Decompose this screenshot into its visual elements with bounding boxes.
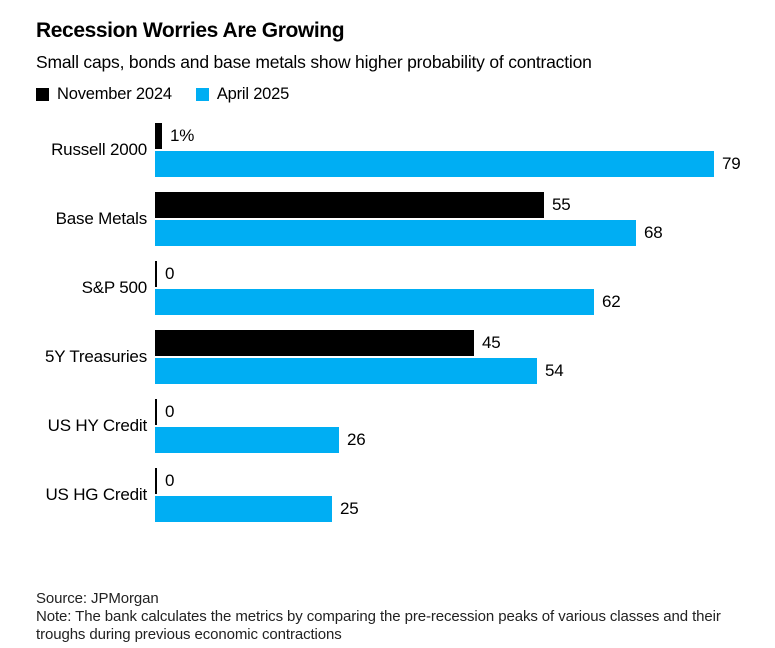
chart-title: Recession Worries Are Growing xyxy=(36,19,345,42)
bar-line-april-2025: 26 xyxy=(155,427,739,453)
bar-group: 0 25 xyxy=(155,468,739,522)
bar-value-label: 79 xyxy=(722,154,741,173)
legend-swatch-april-2025 xyxy=(195,88,209,101)
bar-group: 1% 79 xyxy=(155,123,741,177)
bar-line-november-2024: 1% xyxy=(155,123,739,149)
legend-item-april-2025: April 2025 xyxy=(195,85,290,104)
bar-april-2025 xyxy=(155,151,714,177)
legend: November 2024 April 2025 xyxy=(36,85,739,104)
bar-april-2025 xyxy=(155,289,594,315)
bar-value-label: 45 xyxy=(482,333,501,352)
legend-label: November 2024 xyxy=(57,85,172,103)
category-label: Russell 2000 xyxy=(51,140,147,159)
bar-value-label: 68 xyxy=(644,223,663,242)
bar-value-label: 54 xyxy=(545,361,564,380)
bar-april-2025 xyxy=(155,496,332,522)
bar-november-2024 xyxy=(155,399,157,425)
bar-april-2025 xyxy=(155,427,339,453)
bar-value-label: 1% xyxy=(170,126,195,145)
bar-line-april-2025: 54 xyxy=(155,358,739,384)
bar-line-november-2024: 0 xyxy=(155,399,739,425)
source-text: Source: JPMorgan xyxy=(36,590,159,607)
category-label: S&P 500 xyxy=(81,278,148,297)
category-label: US HG Credit xyxy=(45,485,147,504)
bar-november-2024 xyxy=(155,330,474,356)
chart-subtitle: Small caps, bonds and base metals show h… xyxy=(36,52,592,72)
bar-line-november-2024: 55 xyxy=(155,192,739,218)
chart-row-base-metals: Base Metals 55 68 xyxy=(36,192,739,246)
bar-value-label: 0 xyxy=(165,264,175,283)
bar-november-2024 xyxy=(155,261,157,287)
bar-line-november-2024: 45 xyxy=(155,330,739,356)
bar-line-april-2025: 62 xyxy=(155,289,739,315)
bar-group: 0 26 xyxy=(155,399,739,453)
bar-group: 55 68 xyxy=(155,192,739,246)
note-text: Note: The bank calculates the metrics by… xyxy=(36,608,721,643)
legend-label: April 2025 xyxy=(216,85,290,103)
bar-value-label: 0 xyxy=(165,402,175,421)
bar-line-april-2025: 25 xyxy=(155,496,739,522)
chart-row-5y-treasuries: 5Y Treasuries 45 54 xyxy=(36,330,739,384)
bar-line-november-2024: 0 xyxy=(155,261,739,287)
bar-april-2025 xyxy=(155,358,537,384)
chart-footer: Source: JPMorgan Note: The bank calculat… xyxy=(36,590,739,644)
bar-group: 45 54 xyxy=(155,330,739,384)
chart-row-s-p-500: S&P 500 0 62 xyxy=(36,261,739,315)
bar-line-april-2025: 68 xyxy=(155,220,739,246)
bar-november-2024 xyxy=(155,192,544,218)
bar-chart: Russell 2000 1% 79 Base Metals 55 68 S&P 500 0 6… xyxy=(36,123,741,522)
bar-group: 0 62 xyxy=(155,261,739,315)
bar-november-2024 xyxy=(155,123,162,149)
legend-item-november-2024: November 2024 xyxy=(36,85,172,104)
bar-value-label: 25 xyxy=(340,499,359,518)
bar-value-label: 0 xyxy=(165,471,175,490)
chart-row-russell-2000: Russell 2000 1% 79 xyxy=(36,123,741,177)
chart-row-us-hy-credit: US HY Credit 0 26 xyxy=(36,399,739,453)
bar-value-label: 26 xyxy=(347,430,366,449)
bar-value-label: 55 xyxy=(552,195,571,214)
chart-row-us-hg-credit: US HG Credit 0 25 xyxy=(36,468,739,522)
bar-line-november-2024: 0 xyxy=(155,468,739,494)
bar-value-label: 62 xyxy=(602,292,621,311)
bar-line-april-2025: 79 xyxy=(155,151,741,177)
bar-november-2024 xyxy=(155,468,157,494)
category-label: US HY Credit xyxy=(47,416,148,435)
legend-swatch-november-2024 xyxy=(36,88,49,101)
category-label: Base Metals xyxy=(55,209,148,228)
category-label: 5Y Treasuries xyxy=(45,347,147,366)
bar-april-2025 xyxy=(155,220,636,246)
